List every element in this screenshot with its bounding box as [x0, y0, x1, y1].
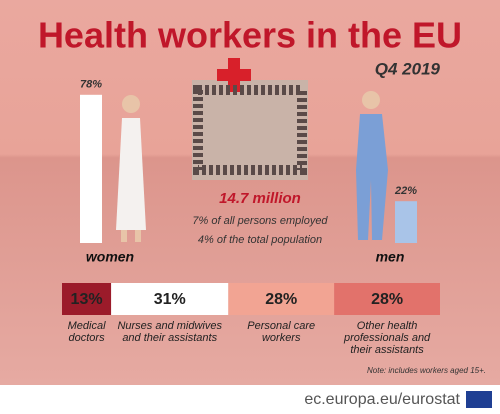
segment — [111, 283, 229, 315]
annotation: 14.7 million — [219, 190, 301, 207]
value-label: 28% — [371, 291, 403, 308]
annotation: 4% of the total population — [198, 234, 322, 246]
value-label: 78% — [80, 79, 102, 91]
woman-icon — [116, 95, 146, 242]
value-label: 13% — [71, 291, 103, 308]
source: ec.europa.eu/eurostat — [304, 391, 460, 408]
category-label: Nurses and midwives and their assistants — [117, 320, 222, 344]
bar — [80, 94, 102, 243]
value-label: 28% — [265, 291, 297, 308]
value-label: 31% — [154, 291, 186, 308]
bar — [395, 201, 417, 243]
segment — [62, 283, 112, 315]
hospital-icon — [192, 58, 308, 180]
note: Note: includes workers aged 15+. — [367, 366, 486, 375]
category-label: Personal care workers — [247, 320, 316, 344]
category-label: men — [376, 249, 405, 265]
value-label: 22% — [394, 185, 417, 197]
category-label: Medical doctors — [67, 320, 106, 344]
segment — [228, 283, 335, 315]
annotation: 7% of all persons employed — [192, 215, 328, 227]
footer-band — [0, 385, 500, 414]
subtitle: Q4 2019 — [375, 59, 441, 78]
man-icon — [356, 91, 388, 240]
title: Health workers in the EU — [38, 15, 462, 56]
segment — [334, 283, 440, 315]
eu-flag — [466, 391, 492, 408]
category-label: Other health professionals and their ass… — [343, 320, 431, 356]
category-label: women — [86, 249, 134, 265]
